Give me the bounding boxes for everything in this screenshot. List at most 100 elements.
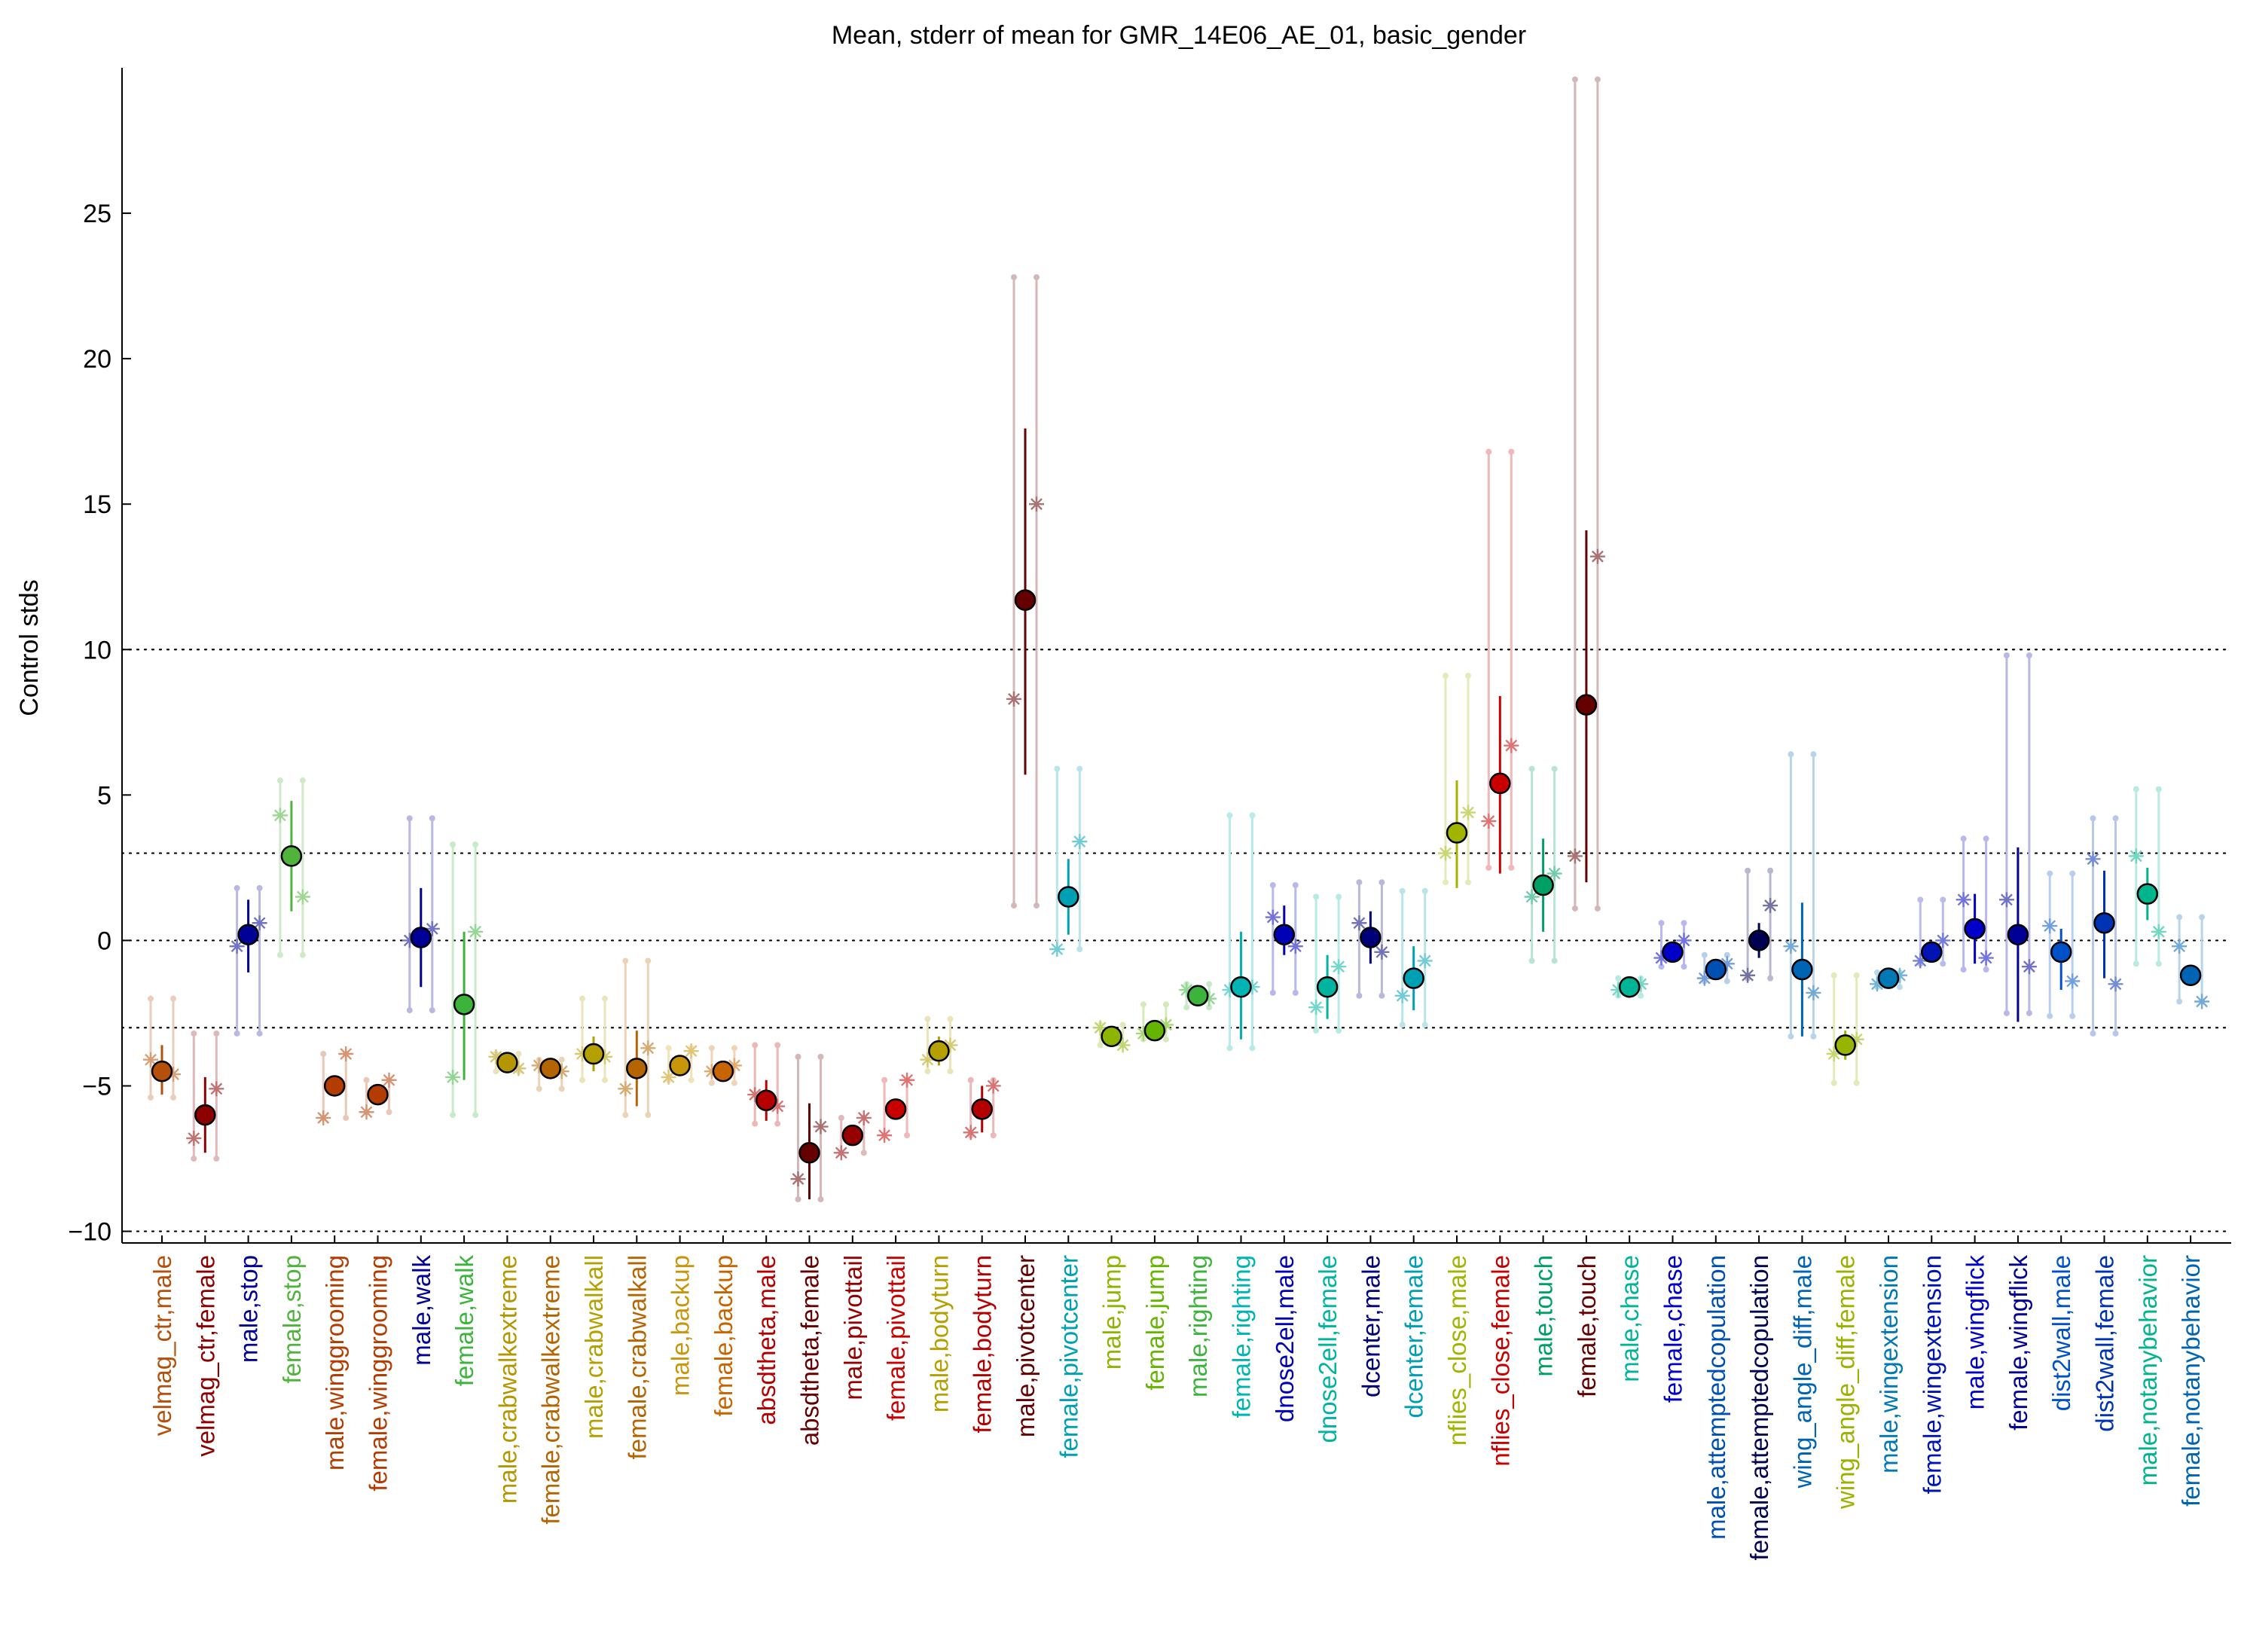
- x-tick-label: nflies_close,male: [1443, 1255, 1471, 1446]
- range-end-dot: [579, 1076, 585, 1083]
- x-tick-label: velmag_ctr,female: [191, 1255, 219, 1457]
- range-end-dot: [1356, 879, 1363, 886]
- x-tick-label: male,attemptedcopulation: [1702, 1255, 1730, 1540]
- mean-marker: [1618, 976, 1641, 998]
- x-tick-label: male,touch: [1530, 1255, 1558, 1376]
- category-marks: [186, 1030, 224, 1162]
- category-marks: [229, 884, 267, 1037]
- range-end-dot: [148, 995, 154, 1002]
- x-tick-label: male,winggrooming: [321, 1255, 349, 1470]
- star-marker: [2172, 939, 2188, 954]
- range-end-dot: [731, 1045, 737, 1052]
- mean-marker: [1791, 958, 1813, 981]
- range-end-dot: [429, 1007, 435, 1014]
- range-end-dot: [1571, 905, 1578, 912]
- range-end-dot: [1465, 879, 1471, 886]
- star-marker: [1331, 959, 1347, 975]
- range-end-dot: [622, 1112, 629, 1119]
- star-marker: [1351, 915, 1367, 931]
- range-end-dot: [2155, 786, 2162, 792]
- mean-marker: [1143, 1019, 1166, 1042]
- mean-marker: [539, 1058, 561, 1079]
- range-end-dot: [708, 1079, 715, 1086]
- star-marker: [1438, 845, 1453, 861]
- star-marker: [272, 808, 288, 823]
- star-marker: [899, 1072, 915, 1088]
- category-marks: [1956, 835, 1994, 973]
- range-end-dot: [1206, 981, 1213, 988]
- range-end-dot: [1249, 812, 1256, 819]
- star-marker: [1287, 939, 1303, 954]
- range-end-dot: [1681, 920, 1687, 927]
- category-marks: [316, 1046, 354, 1125]
- category-marks: [833, 1110, 872, 1161]
- range-end-dot: [1399, 887, 1406, 894]
- range-end-dot: [1356, 992, 1363, 999]
- x-tick-label: velmag_ctr,male: [148, 1255, 176, 1436]
- range-end-dot: [558, 1086, 565, 1092]
- range-end-dot: [472, 1112, 479, 1119]
- range-end-dot: [1313, 1028, 1320, 1034]
- y-tick-label: 20: [83, 345, 111, 374]
- x-tick-label: female,attemptedcopulation: [1745, 1255, 1773, 1560]
- range-end-dot: [276, 951, 283, 958]
- range-end-dot: [2026, 1009, 2032, 1016]
- range-end-dot: [1853, 972, 1860, 979]
- range-end-dot: [1508, 864, 1515, 871]
- x-tick-label: female,stop: [278, 1255, 306, 1384]
- mean-marker: [2136, 883, 2159, 905]
- star-marker: [468, 924, 484, 939]
- star-marker: [1461, 805, 1476, 820]
- category-marks: [877, 1072, 915, 1144]
- range-end-dot: [1810, 751, 1817, 758]
- star-marker: [295, 889, 310, 905]
- mean-marker: [841, 1124, 864, 1147]
- category-marks: [661, 1043, 699, 1085]
- range-end-dot: [450, 841, 456, 847]
- range-end-dot: [1723, 978, 1730, 985]
- star-marker: [1763, 898, 1778, 914]
- range-end-dot: [1767, 975, 1774, 982]
- star-marker: [2085, 851, 2101, 867]
- star-marker: [618, 1081, 634, 1097]
- category-marks: [1092, 1020, 1131, 1053]
- range-end-dot: [1788, 1033, 1794, 1040]
- range-end-dot: [645, 1112, 652, 1119]
- mean-marker: [1230, 976, 1252, 998]
- mean-marker: [1964, 918, 1986, 940]
- mean-marker: [367, 1083, 389, 1106]
- mean-marker: [1834, 1034, 1856, 1056]
- star-marker: [1394, 988, 1410, 1003]
- x-tick-label: dnose2ell,female: [1314, 1255, 1342, 1443]
- mean-marker: [1446, 822, 1468, 844]
- star-marker: [640, 1040, 656, 1056]
- range-end-dot: [1421, 887, 1428, 894]
- star-marker: [833, 1145, 849, 1161]
- range-end-dot: [990, 1132, 997, 1139]
- chart-title: Mean, stderr of mean for GMR_14E06_AE_01…: [832, 21, 1526, 50]
- range-end-dot: [1551, 765, 1558, 772]
- range-end-dot: [363, 1076, 370, 1083]
- range-end-dot: [1571, 76, 1578, 83]
- range-end-dot: [1960, 966, 1967, 973]
- range-end-dot: [1011, 274, 1017, 281]
- range-end-dot: [622, 957, 629, 964]
- category-marks: [143, 995, 181, 1101]
- range-end-dot: [256, 1030, 263, 1037]
- range-end-dot: [2003, 1009, 2010, 1016]
- star-marker: [1806, 985, 1821, 1000]
- x-tick-label: male,pivotcenter: [1012, 1255, 1040, 1437]
- star-marker: [2151, 924, 2166, 939]
- category-marks: [1179, 981, 1217, 1011]
- mean-marker: [2050, 941, 2072, 963]
- x-tick-label: female,notanybehavior: [2177, 1255, 2205, 1507]
- range-end-dot: [386, 1109, 392, 1116]
- range-end-dot: [1076, 765, 1083, 772]
- x-tick-label: male,stop: [235, 1255, 263, 1363]
- category-marks: [1438, 673, 1476, 888]
- range-end-dot: [536, 1086, 542, 1092]
- range-end-dot: [1336, 893, 1342, 900]
- star-marker: [1029, 496, 1044, 512]
- range-end-dot: [1940, 960, 1946, 967]
- range-end-dot: [1745, 867, 1751, 874]
